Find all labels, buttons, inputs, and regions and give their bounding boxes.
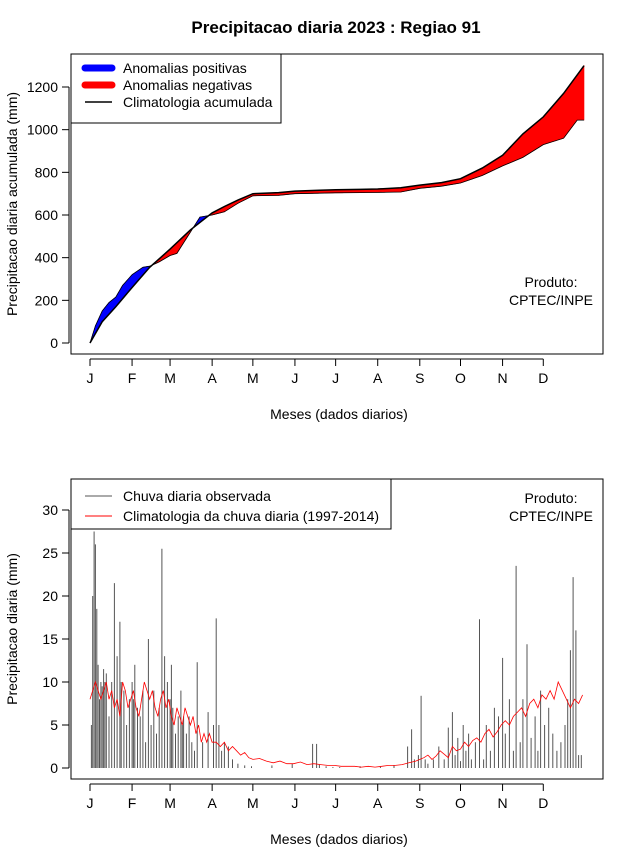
climatology-daily-line [89, 680, 583, 768]
legend-label: Chuva diaria observada [123, 488, 271, 504]
x-tick-label: O [455, 370, 466, 386]
y-tick-label: 0 [50, 760, 58, 776]
legend-label: Anomalias negativas [123, 77, 252, 93]
x-axis-title: Meses (dados diarios) [270, 406, 408, 422]
credit-text: CPTEC/INPE [509, 508, 593, 524]
y-tick-label: 10 [42, 674, 58, 690]
x-tick-label: D [538, 795, 548, 811]
y-tick-label: 0 [50, 335, 58, 351]
credit-text: Produto: [525, 274, 578, 290]
x-tick-label: J [291, 795, 298, 811]
climatology-cumulative-line [89, 65, 585, 344]
x-tick-label: N [498, 795, 508, 811]
y-axis-title: Precipitacao diaria acumulada (mm) [4, 92, 20, 316]
x-tick-label: S [415, 370, 424, 386]
x-tick-label: A [373, 370, 383, 386]
y-axis-title: Precipitacao diaria (mm) [4, 553, 20, 705]
x-tick-label: A [373, 795, 383, 811]
x-tick-label: M [164, 795, 176, 811]
legend-box [70, 478, 392, 530]
x-tick-label: A [207, 370, 217, 386]
legend-label: Anomalias positivas [123, 60, 247, 76]
plot-border [70, 53, 604, 355]
y-tick-label: 25 [42, 545, 58, 561]
y-tick-label: 400 [35, 250, 59, 266]
credit-text: Produto: [525, 490, 578, 506]
x-tick-label: J [291, 370, 298, 386]
x-axis-title: Meses (dados diarios) [270, 831, 408, 847]
x-tick-label: S [415, 795, 424, 811]
x-tick-label: J [332, 795, 339, 811]
y-tick-label: 800 [35, 164, 59, 180]
observed-cumulative-line [89, 119, 584, 344]
y-tick-label: 1200 [27, 79, 58, 95]
x-tick-label: J [87, 795, 94, 811]
credit-text: CPTEC/INPE [509, 292, 593, 308]
y-tick-label: 600 [35, 207, 59, 223]
x-tick-label: F [128, 370, 137, 386]
x-tick-label: N [498, 370, 508, 386]
observed-bars [90, 531, 582, 768]
x-tick-label: J [87, 370, 94, 386]
daily-precipitation-chart: 0 5 10 15 20 25 30 J F M A M J J A S O N D Meses (dados dia… [4, 478, 604, 847]
x-tick-label: J [332, 370, 339, 386]
legend: Chuva diaria observada Climatologia da ch… [70, 478, 392, 530]
y-tick-label: 200 [35, 292, 59, 308]
y-tick-label: 5 [50, 717, 58, 733]
y-tick-label: 1000 [27, 122, 58, 138]
x-tick-label: F [128, 795, 137, 811]
x-tick-label: M [247, 795, 259, 811]
x-tick-label: M [247, 370, 259, 386]
cumulative-precipitation-chart: 0 200 400 600 800 1000 1200 J F M A M J J A S O N D Meses (… [4, 53, 604, 422]
y-tick-label: 30 [42, 502, 58, 518]
x-tick-label: O [455, 795, 466, 811]
y-tick-label: 15 [42, 631, 58, 647]
x-tick-label: A [207, 795, 217, 811]
x-tick-label: D [538, 370, 548, 386]
y-tick-label: 20 [42, 588, 58, 604]
legend-label: Climatologia da chuva diaria (1997-2014) [123, 508, 379, 524]
legend-label: Climatologia acumulada [123, 94, 273, 110]
figure-title: Precipitacao diaria 2023 : Regiao 91 [191, 18, 480, 37]
x-tick-label: M [164, 370, 176, 386]
